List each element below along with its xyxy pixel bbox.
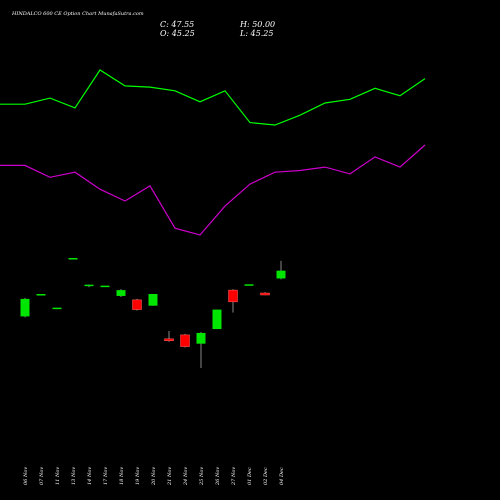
- x-tick-label: 02 Dec: [263, 467, 269, 485]
- candle-body: [196, 332, 206, 344]
- candle-8: [148, 294, 158, 306]
- candle-12: [212, 309, 222, 330]
- x-tick-label: 01 Dec: [247, 467, 253, 485]
- low-value: L: 45.25: [240, 29, 274, 38]
- indicator-lines: [0, 69, 426, 236]
- candle-3: [68, 258, 78, 260]
- candle-10: [180, 333, 190, 348]
- candle-9: [164, 331, 174, 342]
- x-tick-label: 26 Nov: [215, 467, 221, 486]
- candle-body: [116, 290, 126, 296]
- x-tick-label: 24 Nov: [183, 467, 189, 486]
- x-tick-label: 17 Nov: [103, 467, 109, 485]
- candle-7: [132, 298, 142, 311]
- candle-body: [276, 270, 286, 279]
- x-tick-label: 18 Nov: [119, 467, 125, 485]
- candle-body: [212, 309, 222, 330]
- candle-6: [116, 289, 126, 297]
- x-tick-label: 04 Dec: [279, 467, 285, 485]
- candle-body: [84, 284, 94, 287]
- candle-0: [20, 297, 30, 318]
- candle-14: [244, 284, 254, 286]
- candle-body: [148, 294, 158, 306]
- x-tick-label: 13 Nov: [71, 467, 77, 485]
- candle-body: [132, 299, 142, 310]
- x-tick-label: 19 Nov: [135, 467, 141, 485]
- candle-body: [36, 294, 46, 296]
- x-tick-label: 27 Nov: [231, 467, 237, 486]
- candle-body: [180, 334, 190, 347]
- x-tick-label: 11 Nov: [55, 467, 61, 485]
- candle-4: [84, 284, 94, 288]
- x-tick-label: 14 Nov: [87, 467, 93, 485]
- candle-16: [276, 260, 286, 280]
- candle-15: [260, 292, 270, 296]
- candle-2: [52, 307, 62, 310]
- candle-body: [244, 284, 254, 286]
- x-tick-label: 20 Nov: [151, 467, 157, 486]
- x-tick-label: 25 Nov: [199, 467, 205, 486]
- upper-indicator-line: [0, 69, 426, 126]
- x-tick-label: 21 Nov: [167, 467, 173, 486]
- candle-body: [260, 292, 270, 296]
- lower-indicator-line: [0, 144, 426, 236]
- high-value: H: 50.00: [240, 20, 276, 29]
- candle-13: [228, 289, 238, 313]
- candle-body: [20, 298, 30, 317]
- open-value: O: 45.25: [160, 29, 195, 38]
- chart-title: HINDALCO 600 CE Option Chart MunafaSutra…: [12, 11, 144, 17]
- candle-body: [228, 289, 238, 303]
- candle-body: [164, 338, 174, 341]
- x-tick-label: 07 Nov: [39, 467, 45, 485]
- candle-body: [68, 258, 78, 260]
- candles: [20, 258, 286, 368]
- candle-body: [52, 307, 62, 310]
- close-value: C: 47.55: [160, 20, 195, 29]
- candle-5: [100, 285, 110, 288]
- x-tick-label: 06 Nov: [23, 467, 29, 485]
- x-axis-labels: 06 Nov 07 Nov 11 Nov 13 Nov 14 Nov 17 Nov 18 N…: [23, 467, 285, 486]
- candle-body: [100, 285, 110, 288]
- candle-1: [36, 294, 46, 296]
- candle-11: [196, 331, 206, 368]
